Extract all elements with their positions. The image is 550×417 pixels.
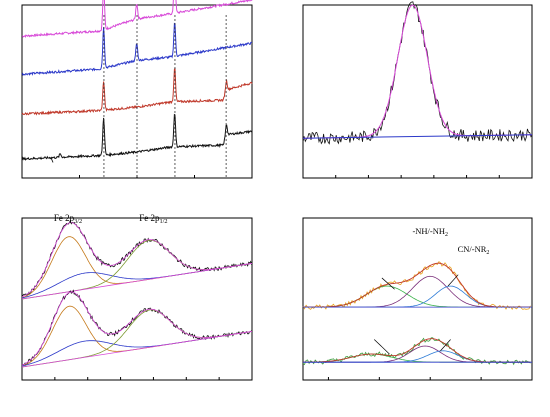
fe2p32-annotation: Fe 2p3/2 — [54, 213, 82, 225]
pointer-arrow — [381, 277, 395, 290]
envelope-1 — [21, 291, 252, 366]
p-arrow — [50, 157, 54, 163]
pointer-arrow — [374, 339, 390, 355]
series-line-c — [21, 67, 253, 116]
envelope-1 — [302, 338, 531, 363]
cn-annotation: CN/-NR2 — [458, 244, 490, 256]
plot-frame-1 — [302, 4, 533, 179]
fe2p12-annotation: Fe 2p1/2 — [139, 213, 167, 225]
pointer-arrow — [447, 274, 459, 287]
raw-spectrum-line — [302, 1, 533, 145]
fit-component-0-2 — [303, 285, 531, 308]
envelope-0 — [303, 262, 531, 308]
background-line — [302, 134, 533, 139]
series-line-d — [21, 113, 253, 161]
fit-component-0-0 — [303, 285, 531, 308]
fit-curve-line — [303, 4, 533, 139]
pointer-arrow — [440, 339, 451, 352]
nh-annotation: -NH/-NH2 — [412, 226, 448, 238]
fit-component-1-0 — [302, 353, 531, 363]
envelope-0 — [21, 222, 252, 298]
fit-component-1-2 — [21, 309, 252, 368]
baseline-1 — [21, 331, 253, 368]
fit-component-0-1 — [303, 275, 531, 308]
series-line-a — [21, 0, 253, 39]
raw-spectrum-1 — [21, 289, 252, 366]
plot-frame-3 — [302, 217, 533, 381]
raw-spectrum-0 — [302, 261, 531, 310]
baseline-0 — [21, 262, 253, 300]
raw-spectrum-0 — [21, 219, 253, 298]
